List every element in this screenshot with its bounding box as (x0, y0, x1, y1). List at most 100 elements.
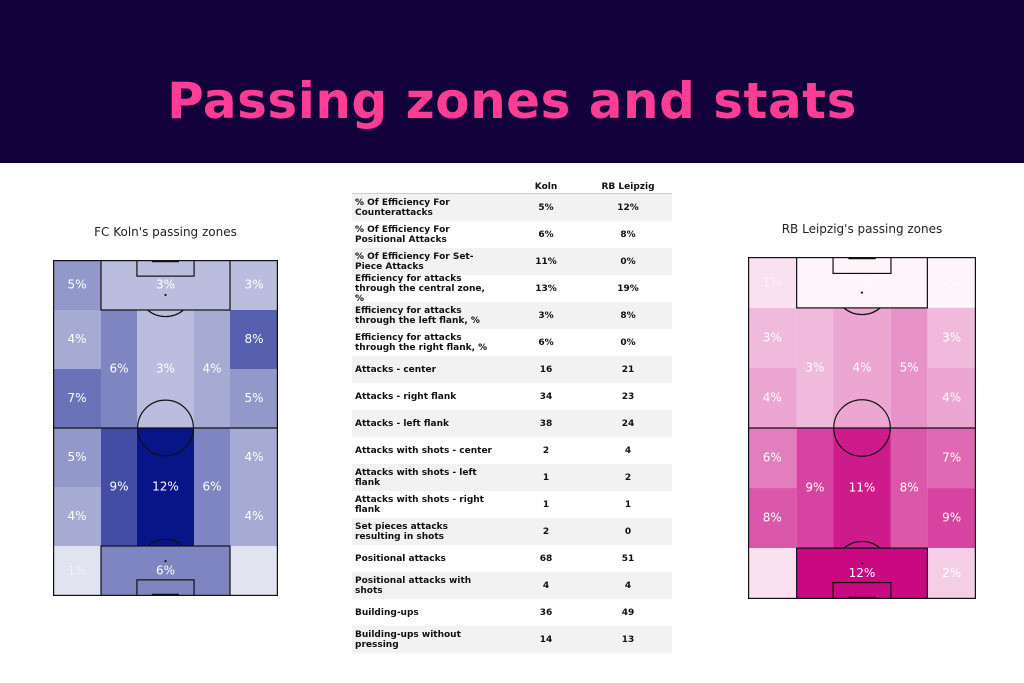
table-row: Set pieces attacks resulting in shots 2 0 (352, 518, 672, 545)
stat-label: Attacks with shots - right flank (355, 494, 484, 515)
table-row: Efficiency for attacks through the centr… (352, 273, 672, 304)
zone-cell (230, 260, 278, 310)
leipzig-passing-zones-pitch: 1% 0% 0% 3% 3% 4% 4% 3% 4% 5% 6% 7% 8% 9% 9% 11% 8% 12% 2% (748, 257, 976, 599)
zone-cell (748, 367, 797, 428)
zone-cell (890, 428, 928, 549)
zone-value-label: 6% (763, 451, 782, 465)
stat-label: Efficiency for attacks through the centr… (355, 273, 485, 304)
zone-cell (100, 546, 231, 596)
stats-table: Koln RB Leipzig % Of Efficiency For Coun… (352, 180, 672, 653)
stat-label: % Of Efficiency For Positional Attacks (355, 224, 450, 245)
zone-cell (230, 368, 278, 428)
center-circle (833, 399, 891, 457)
zone-cell (53, 368, 101, 428)
top-six-yard-box (832, 257, 892, 275)
stat-koln-value: 4 (542, 580, 550, 591)
zone-cell (230, 309, 278, 369)
zone-cell (194, 428, 231, 547)
top-penalty-spot (860, 291, 864, 294)
top-penalty-box (796, 257, 928, 309)
zone-value-label: 4% (202, 361, 221, 375)
stat-koln-value: 1 (542, 499, 550, 510)
zone-cell (748, 307, 797, 368)
top-penalty-arc (843, 307, 881, 316)
stat-leipzig-value: 49 (621, 607, 635, 618)
stat-leipzig-value: 24 (621, 418, 635, 429)
stat-label: Attacks - right flank (355, 391, 457, 402)
stat-label: % Of Efficiency For Set-Piece Attacks (355, 251, 474, 272)
zone-value-label: 5% (900, 360, 919, 374)
stat-label: Efficiency for attacks through the left … (355, 305, 480, 326)
stat-leipzig-value: 0 (624, 526, 632, 537)
zone-value-label: 4% (67, 332, 86, 346)
stat-leipzig-value: 8% (620, 229, 636, 240)
zone-value-label: 5% (244, 391, 263, 405)
stat-leipzig-value: 2 (624, 472, 632, 483)
bottom-six-yard-box (832, 581, 892, 599)
zone-cell (927, 548, 976, 599)
stats-header-blank (352, 180, 492, 193)
zone-cell (194, 309, 231, 428)
stat-label: Attacks - center (355, 364, 437, 375)
table-row: Efficiency for attacks through the left … (352, 302, 672, 329)
zone-cell (927, 428, 976, 489)
stat-koln-value: 6% (538, 337, 554, 348)
stats-header-koln: Koln (534, 182, 558, 192)
zone-value-label: 7% (67, 391, 86, 405)
table-row: Building-ups 36 49 (352, 599, 672, 626)
bottom-penalty-box (100, 545, 231, 596)
table-row: % Of Efficiency For Counterattacks 5% 12% (352, 194, 672, 221)
zone-cell (748, 488, 797, 549)
stat-koln-value: 34 (539, 391, 553, 402)
zone-value-label: 9% (942, 511, 961, 525)
top-penalty-box (100, 260, 231, 311)
table-row: Positional attacks with shots 4 4 (352, 572, 672, 599)
stat-leipzig-value: 51 (621, 553, 635, 564)
stat-koln-value: 14 (539, 634, 553, 645)
table-row: Attacks with shots - left flank 1 2 (352, 464, 672, 491)
zone-cell (100, 428, 137, 547)
zone-value-label: 7% (942, 451, 961, 465)
table-row: Attacks - right flank 34 23 (352, 383, 672, 410)
stat-koln-value: 3% (538, 310, 554, 321)
stat-leipzig-value: 13 (621, 634, 635, 645)
zone-cell (927, 488, 976, 549)
zone-value-label: 6% (109, 361, 128, 375)
koln-pitch-title: FC Koln's passing zones (94, 225, 237, 239)
zone-cell (927, 367, 976, 428)
top-penalty-arc (147, 309, 184, 318)
zone-value-label: 0% (942, 275, 961, 289)
stat-label: % Of Efficiency For Counterattacks (355, 197, 450, 218)
stat-label: Efficiency for attacks through the right… (355, 332, 488, 353)
stat-koln-value: 2 (542, 445, 550, 456)
stat-koln-value: 16 (539, 364, 553, 375)
zone-value-label: 4% (244, 450, 263, 464)
zone-value-label: 6% (156, 564, 175, 578)
zone-cell (890, 307, 928, 428)
zone-cell (927, 307, 976, 368)
zone-value-label: 3% (763, 330, 782, 344)
stat-leipzig-value: 12% (617, 202, 639, 213)
zone-value-label: 4% (244, 509, 263, 523)
zone-cell (748, 548, 797, 599)
page-title: Passing zones and stats (167, 72, 857, 130)
zone-value-label: 0% (852, 275, 871, 289)
stat-leipzig-value: 0% (620, 256, 636, 267)
header-banner: Passing zones and stats (0, 0, 1024, 163)
zone-value-label: 8% (900, 481, 919, 495)
zone-cell (53, 428, 101, 488)
table-row: % Of Efficiency For Set-Piece Attacks 11%… (352, 248, 672, 275)
zone-value-label: 11% (849, 481, 876, 495)
zone-value-label: 4% (852, 360, 871, 374)
stat-label: Attacks - left flank (355, 418, 449, 429)
zone-value-label: 4% (67, 509, 86, 523)
table-row: Building-ups without pressing 14 13 (352, 626, 672, 653)
zone-cell (230, 428, 278, 488)
zone-value-label: 2% (942, 566, 961, 580)
zone-cell (230, 487, 278, 547)
stat-koln-value: 5% (538, 202, 554, 213)
stat-leipzig-value: 8% (620, 310, 636, 321)
zone-value-label: 12% (849, 566, 876, 580)
stat-label: Attacks with shots - center (355, 445, 492, 456)
zone-cell (796, 428, 834, 549)
